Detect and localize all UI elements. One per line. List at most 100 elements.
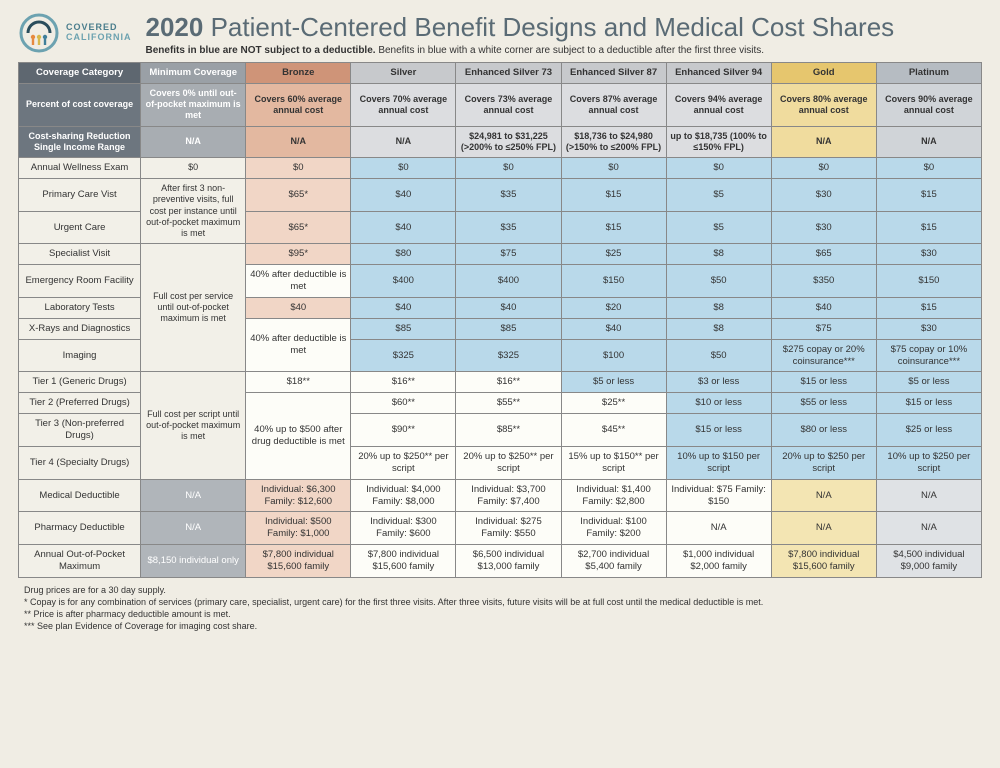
specialist-es87: $25 xyxy=(561,244,666,265)
specialist-es94: $8 xyxy=(666,244,771,265)
min-drugs: Full cost per script until out-of-pocket… xyxy=(141,372,246,479)
label-rx-ded: Pharmacy Deductible xyxy=(19,512,141,545)
tier4-es87: 15% up to $150** per script xyxy=(561,446,666,479)
label-urgent: Urgent Care xyxy=(19,211,141,244)
imaging-es73: $325 xyxy=(456,339,561,372)
primary-bronze: $65* xyxy=(246,179,351,212)
pct-es87: Covers 87% average annual cost xyxy=(561,83,666,126)
med-ded-platinum: N/A xyxy=(876,479,981,512)
tier4-es94: 10% up to $150 per script xyxy=(666,446,771,479)
rx-ded-platinum: N/A xyxy=(876,512,981,545)
brand-line2: CALIFORNIA xyxy=(66,33,132,43)
tier1-silver: $16** xyxy=(351,372,456,393)
er-es73: $400 xyxy=(456,265,561,298)
oop-min: $8,150 individual only xyxy=(141,545,246,578)
tier1-es87: $5 or less xyxy=(561,372,666,393)
specialist-bronze: $95* xyxy=(246,244,351,265)
lab-es73: $40 xyxy=(456,297,561,318)
imaging-platinum: $75 copay or 10% coinsurance*** xyxy=(876,339,981,372)
hdr-es94: Enhanced Silver 94 xyxy=(666,63,771,84)
tier4-gold: 20% up to $250 per script xyxy=(771,446,876,479)
rx-ded-es94: N/A xyxy=(666,512,771,545)
primary-gold: $30 xyxy=(771,179,876,212)
oop-bronze: $7,800 individual $15,600 family xyxy=(246,545,351,578)
pct-gold: Covers 80% average annual cost xyxy=(771,83,876,126)
primary-es73: $35 xyxy=(456,179,561,212)
pct-min: Covers 0% until out-of-pocket maximum is… xyxy=(141,83,246,126)
page-title: 2020 Patient-Centered Benefit Designs an… xyxy=(146,12,895,43)
footnote-2: ** Price is after pharmacy deductible am… xyxy=(24,608,982,620)
pct-bronze: Covers 60% average annual cost xyxy=(246,83,351,126)
oop-es94: $1,000 individual $2,000 family xyxy=(666,545,771,578)
tier1-es94: $3 or less xyxy=(666,372,771,393)
label-primary: Primary Care Vist xyxy=(19,179,141,212)
primary-silver: $40 xyxy=(351,179,456,212)
xray-gold: $75 xyxy=(771,318,876,339)
er-es87: $150 xyxy=(561,265,666,298)
oop-platinum: $4,500 individual $9,000 family xyxy=(876,545,981,578)
csr-es73: $24,981 to $31,225 (>200% to ≤250% FPL) xyxy=(456,126,561,158)
tier1-gold: $15 or less xyxy=(771,372,876,393)
urgent-platinum: $15 xyxy=(876,211,981,244)
tier2-gold: $55 or less xyxy=(771,393,876,414)
med-ded-bronze: Individual: $6,300 Family: $12,600 xyxy=(246,479,351,512)
label-tier1: Tier 1 (Generic Drugs) xyxy=(19,372,141,393)
xray-platinum: $30 xyxy=(876,318,981,339)
header-row: Coverage Category Minimum Coverage Bronz… xyxy=(19,63,982,84)
wellness-min: $0 xyxy=(141,158,246,179)
row-wellness: Annual Wellness Exam $0 $0 $0 $0 $0 $0 $… xyxy=(19,158,982,179)
wellness-gold: $0 xyxy=(771,158,876,179)
csr-es87: $18,736 to $24,980 (>150% to ≤200% FPL) xyxy=(561,126,666,158)
urgent-silver: $40 xyxy=(351,211,456,244)
footnote-intro: Drug prices are for a 30 day supply. xyxy=(24,584,982,596)
row-primary: Primary Care Vist After first 3 non-prev… xyxy=(19,179,982,212)
tier4-platinum: 10% up to $250 per script xyxy=(876,446,981,479)
tier1-platinum: $5 or less xyxy=(876,372,981,393)
tier3-es87: $45** xyxy=(561,414,666,447)
tier3-platinum: $25 or less xyxy=(876,414,981,447)
xray-es87: $40 xyxy=(561,318,666,339)
csr-bronze: N/A xyxy=(246,126,351,158)
xray-es73: $85 xyxy=(456,318,561,339)
label-tier2: Tier 2 (Preferred Drugs) xyxy=(19,393,141,414)
er-gold: $350 xyxy=(771,265,876,298)
logo-icon xyxy=(18,12,60,54)
wellness-es94: $0 xyxy=(666,158,771,179)
footnote-1: * Copay is for any combination of servic… xyxy=(24,596,982,608)
bronze-tiers234: 40% up to $500 after drug deductible is … xyxy=(246,393,351,479)
rx-ded-silver: Individual: $300 Family: $600 xyxy=(351,512,456,545)
pct-row: Percent of cost coverage Covers 0% until… xyxy=(19,83,982,126)
primary-platinum: $15 xyxy=(876,179,981,212)
tier3-gold: $80 or less xyxy=(771,414,876,447)
specialist-gold: $65 xyxy=(771,244,876,265)
title-block: 2020 Patient-Centered Benefit Designs an… xyxy=(146,12,895,56)
footnotes: Drug prices are for a 30 day supply. * C… xyxy=(18,584,982,633)
csr-label: Cost-sharing Reduction Single Income Ran… xyxy=(19,126,141,158)
tier3-silver: $90** xyxy=(351,414,456,447)
tier4-silver: 20% up to $250** per script xyxy=(351,446,456,479)
imaging-silver: $325 xyxy=(351,339,456,372)
rx-ded-min: N/A xyxy=(141,512,246,545)
tier1-bronze: $18** xyxy=(246,372,351,393)
benefits-table: Coverage Category Minimum Coverage Bronz… xyxy=(18,62,982,578)
row-rx-ded: Pharmacy Deductible N/A Individual: $500… xyxy=(19,512,982,545)
primary-es94: $5 xyxy=(666,179,771,212)
rx-ded-es87: Individual: $100 Family: $200 xyxy=(561,512,666,545)
logo: COVERED CALIFORNIA xyxy=(18,12,132,54)
subtitle: Benefits in blue are NOT subject to a de… xyxy=(146,45,895,56)
urgent-bronze: $65* xyxy=(246,211,351,244)
specialist-silver: $80 xyxy=(351,244,456,265)
wellness-silver: $0 xyxy=(351,158,456,179)
row-specialist: Specialist Visit Full cost per service u… xyxy=(19,244,982,265)
lab-es87: $20 xyxy=(561,297,666,318)
lab-bronze: $40 xyxy=(246,297,351,318)
oop-silver: $7,800 individual $15,600 family xyxy=(351,545,456,578)
label-wellness: Annual Wellness Exam xyxy=(19,158,141,179)
med-ded-es73: Individual: $3,700 Family: $7,400 xyxy=(456,479,561,512)
specialist-platinum: $30 xyxy=(876,244,981,265)
lab-es94: $8 xyxy=(666,297,771,318)
min-specialist-block: Full cost per service until out-of-pocke… xyxy=(141,244,246,372)
hdr-gold: Gold xyxy=(771,63,876,84)
row-tier1: Tier 1 (Generic Drugs) Full cost per scr… xyxy=(19,372,982,393)
label-er: Emergency Room Facility xyxy=(19,265,141,298)
